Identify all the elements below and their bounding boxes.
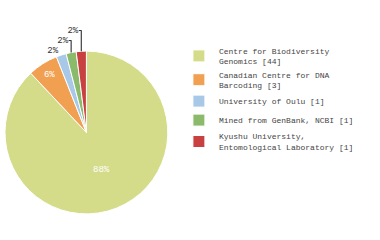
svg-text:Mined from GenBank, NCBI [1]: Mined from GenBank, NCBI [1] [219,116,353,125]
svg-text:Canadian Centre for DNABarcodi: Canadian Centre for DNABarcoding [3] [219,71,330,90]
svg-text:2%: 2% [57,36,68,46]
svg-text:University of Oulu [1]: University of Oulu [1] [219,97,325,106]
svg-text:6%: 6% [44,70,55,80]
svg-text:88%: 88% [93,165,110,175]
svg-text:Kyushu University,Entomologica: Kyushu University,Entomological Laborato… [219,132,353,151]
svg-text:2%: 2% [47,46,58,56]
svg-text:2%: 2% [67,26,78,36]
svg-text:Centre for BiodiversityGenomic: Centre for BiodiversityGenomics [44] [219,47,330,66]
